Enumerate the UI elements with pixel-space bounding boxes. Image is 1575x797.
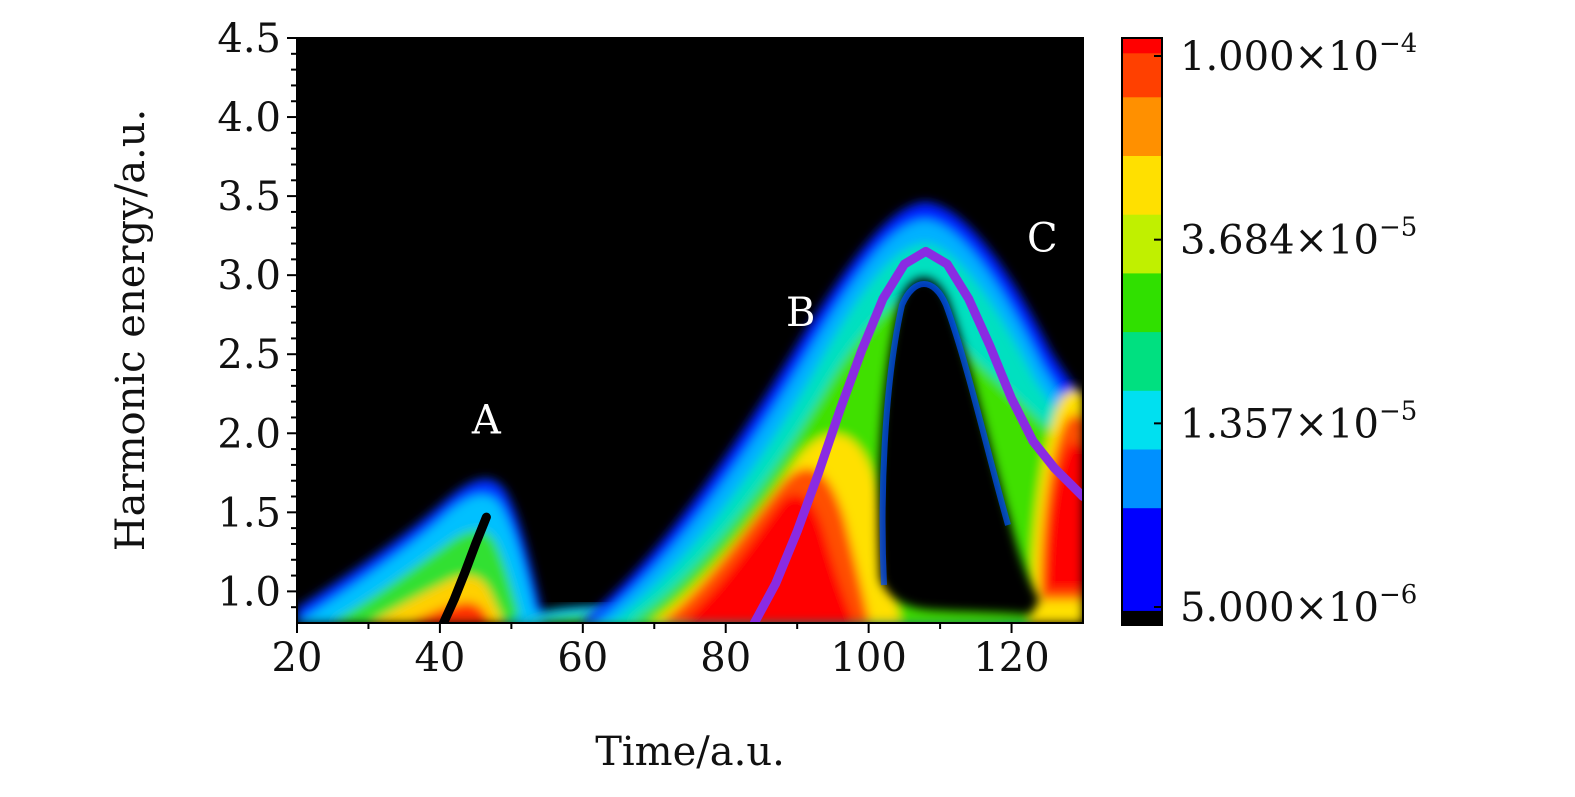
y-axis-title: Harmonic energy/a.u. [108, 109, 154, 551]
colorbar-frame [1121, 37, 1163, 626]
x-tick-label: 40 [414, 635, 465, 681]
region-label-b: B [786, 290, 815, 336]
region-label-layer: A B C [471, 215, 1058, 443]
region-label-a: A [471, 397, 502, 443]
x-axis-title: Time/a.u. [595, 729, 785, 775]
heatmap-gap [878, 277, 1040, 615]
colorbar-swatch [1122, 38, 1162, 54]
colorbar-swatch [1122, 126, 1162, 142]
colorbar-label-text: 3.684×10−5 [1180, 213, 1417, 264]
colorbar: 1.000×10−4 3.684×10−5 1.357×10−5 5.000×10−6 [1121, 29, 1417, 631]
x-axis: 20 40 60 80 100 120 [272, 623, 1050, 681]
colorbar-swatch [1122, 287, 1162, 303]
colorbar-swatch [1122, 360, 1162, 377]
colorbar-label: 1.357×10−5 [1180, 396, 1417, 447]
colorbar-swatch [1122, 302, 1162, 318]
colorbar-swatch [1122, 478, 1162, 494]
colorbar-label-text: 1.000×10−4 [1180, 29, 1417, 80]
y-tick-label: 4.5 [217, 16, 281, 62]
colorbar-swatch [1122, 566, 1162, 582]
colorbar-swatch [1122, 522, 1162, 538]
colorbar-swatch [1122, 170, 1162, 186]
colorbar-swatch [1122, 507, 1162, 523]
colorbar-swatch [1122, 331, 1162, 347]
colorbar-swatch [1122, 140, 1162, 156]
colorbar-swatch [1122, 492, 1162, 509]
colorbar-swatch [1122, 214, 1162, 230]
colorbar-swatch [1122, 111, 1162, 127]
colorbar-label-text: 5.000×10−6 [1180, 580, 1417, 631]
colorbar-swatch [1122, 595, 1162, 611]
colorbar-swatch [1122, 96, 1162, 112]
colorbar-swatch [1122, 184, 1162, 201]
colorbar-swatch [1122, 52, 1162, 68]
colorbar-swatch [1122, 272, 1162, 289]
y-tick-label: 3.0 [217, 253, 281, 299]
heatmap-gap-edge [879, 281, 1011, 586]
colorbar-swatch [1122, 67, 1162, 83]
colorbar-swatch [1122, 316, 1162, 333]
colorbar-swatch [1122, 258, 1162, 274]
colorbar-label: 1.000×10−4 [1180, 29, 1417, 80]
colorbar-label: 5.000×10−6 [1180, 580, 1417, 631]
y-tick-label: 2.5 [217, 332, 281, 378]
colorbar-swatch [1122, 448, 1162, 465]
x-tick-label: 60 [557, 635, 608, 681]
y-tick-label: 2.0 [217, 411, 281, 457]
colorbar-swatch [1122, 155, 1162, 171]
colorbar-swatch [1122, 551, 1162, 567]
colorbar-swatch [1122, 346, 1162, 362]
colorbar-swatch [1122, 463, 1162, 479]
y-tick-label: 1.0 [217, 569, 281, 615]
colorbar-swatch [1122, 199, 1162, 215]
colorbar-swatch [1122, 404, 1162, 421]
x-tick-label: 80 [700, 635, 751, 681]
trajectory-curve-black [439, 512, 491, 623]
colorbar-swatch [1122, 581, 1162, 597]
colorbar-swatch [1122, 419, 1162, 435]
colorbar-swatch [1122, 375, 1162, 391]
series-layer [439, 246, 1083, 623]
colorbar-swatch [1122, 228, 1162, 245]
x-tick-label: 100 [830, 635, 906, 681]
y-tick-label: 3.5 [217, 174, 281, 220]
y-tick-label: 1.5 [217, 490, 281, 536]
colorbar-label: 3.684×10−5 [1180, 213, 1417, 264]
x-tick-label: 120 [973, 635, 1049, 681]
colorbar-swatch [1122, 537, 1162, 553]
colorbar-swatch [1122, 82, 1162, 98]
x-tick-label: 20 [272, 635, 323, 681]
colorbar-swatch [1122, 434, 1162, 450]
plot-frame [296, 37, 1084, 624]
colorbar-swatch [1122, 390, 1162, 406]
region-label-c: C [1027, 215, 1058, 261]
y-tick-label: 4.0 [217, 95, 281, 141]
trajectory-curve-purple [749, 246, 1083, 623]
colorbar-label-text: 1.357×10−5 [1180, 396, 1417, 447]
colorbar-swatch [1122, 610, 1162, 626]
colorbar-swatch [1122, 243, 1162, 259]
y-axis: 1.0 1.5 2.0 2.5 3.0 3.5 4.0 4.5 [217, 16, 297, 615]
